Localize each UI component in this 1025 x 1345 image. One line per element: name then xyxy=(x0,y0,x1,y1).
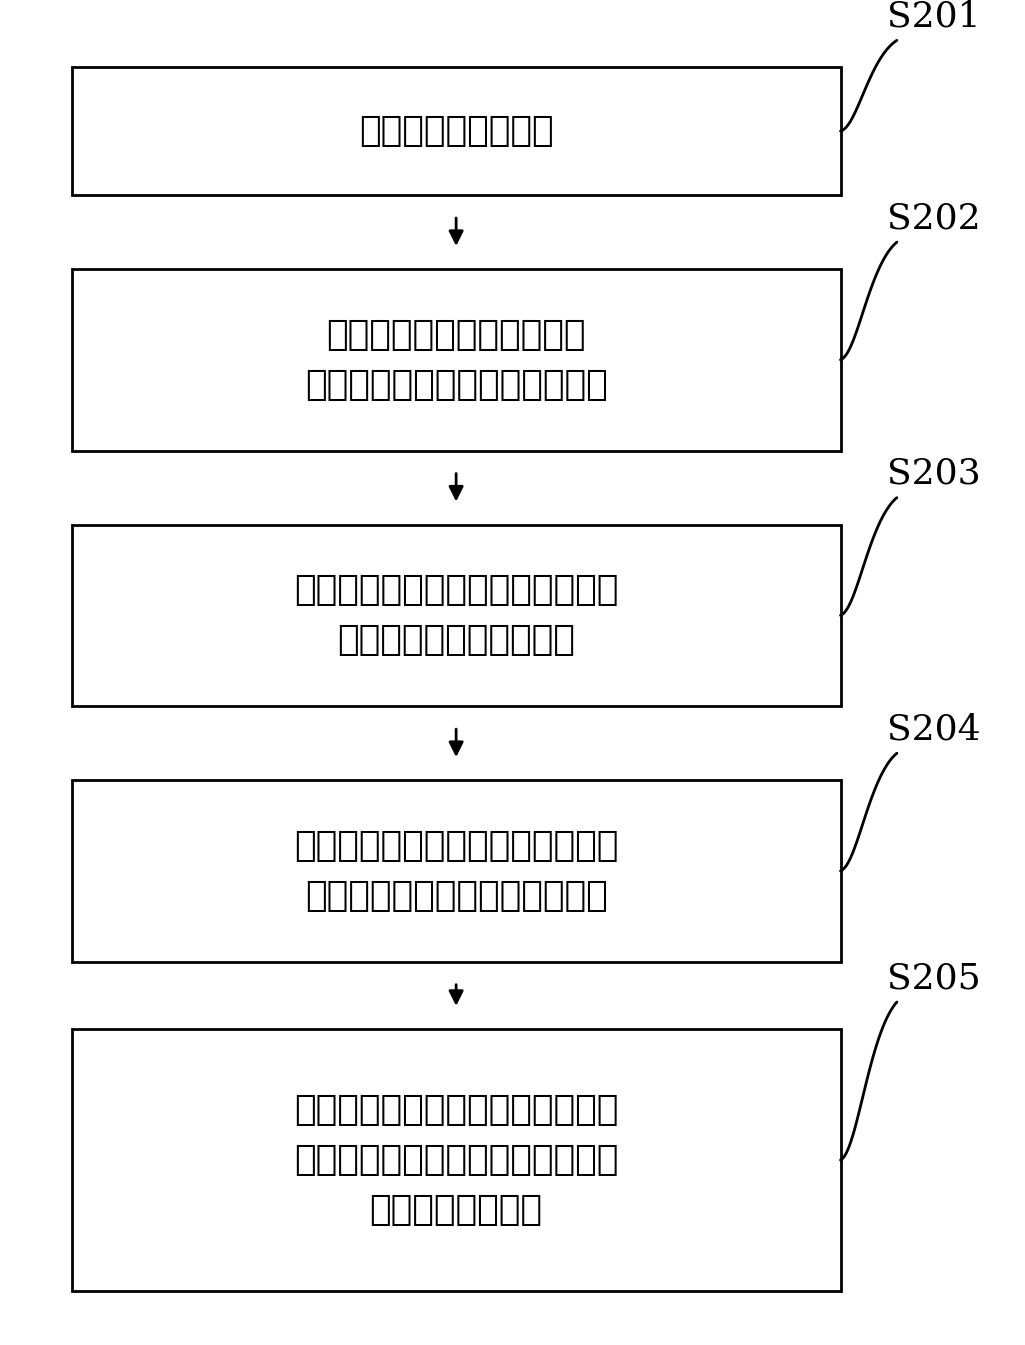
Text: 根据所述指尖葡萄糖电平值的平均
值，计算得到血糖变化值: 根据所述指尖葡萄糖电平值的平均 值，计算得到血糖变化值 xyxy=(294,573,618,658)
Text: 获取即时血糖参数，根据所述血糖
修正值和所述即时血糖参数，计算
得到即时血糖浓度: 获取即时血糖参数，根据所述血糖 修正值和所述即时血糖参数，计算 得到即时血糖浓度 xyxy=(294,1093,618,1227)
Text: 根据所述指尖测试血糖值和所述血
糖变化值，计算得到血糖修正值: 根据所述指尖测试血糖值和所述血 糖变化值，计算得到血糖修正值 xyxy=(294,829,618,913)
Text: S202: S202 xyxy=(887,202,980,235)
Bar xyxy=(72,67,840,195)
Text: 获取指尖测试血糖值: 获取指尖测试血糖值 xyxy=(359,114,554,148)
Text: S204: S204 xyxy=(887,713,980,746)
Bar xyxy=(72,780,840,962)
Text: S201: S201 xyxy=(887,0,980,34)
Bar xyxy=(72,525,840,706)
Bar xyxy=(72,269,840,451)
Text: S203: S203 xyxy=(887,457,980,491)
Text: S205: S205 xyxy=(887,962,980,995)
Bar xyxy=(72,1029,840,1291)
Text: 通过葡萄糖吸光率测试仪，
获取指尖葡萄糖电平值的平均值: 通过葡萄糖吸光率测试仪， 获取指尖葡萄糖电平值的平均值 xyxy=(304,317,608,402)
